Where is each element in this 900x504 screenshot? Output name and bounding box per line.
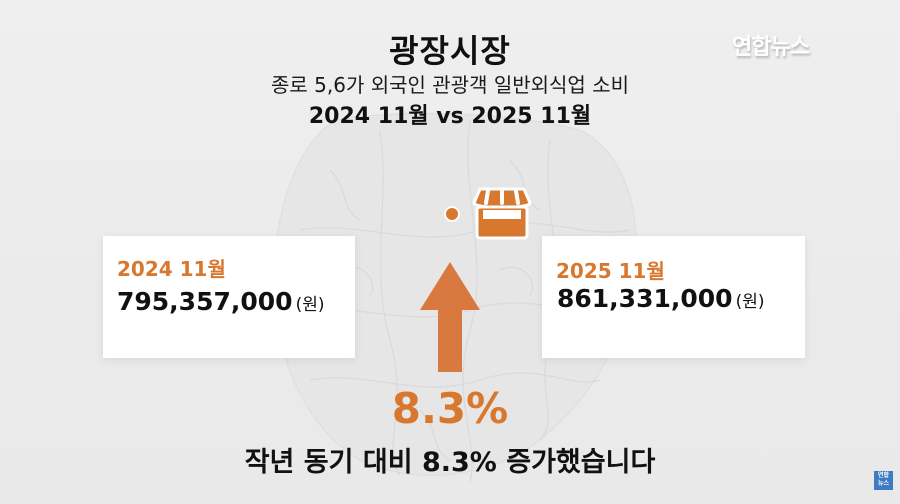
card-2025-amount: 861,331,000 [557,284,733,313]
badge-line-2: 뉴스 [877,480,890,487]
percent-change: 8.3% [391,384,509,433]
page-subtitle: 종로 5,6가 외국인 관광객 일반외식업 소비 [271,73,629,97]
card-2025-label: 2025 11월 [556,259,665,283]
arrow-up-icon [420,262,480,372]
card-2024-amount-row: 795,357,000 (원) [117,287,324,316]
card-2025: 2025 11월 861,331,000 (원) [542,236,805,358]
card-2024-amount: 795,357,000 [117,287,293,316]
card-2025-unit: (원) [735,292,765,312]
card-2025-amount-row: 861,331,000 (원) [557,284,764,313]
badge-line-1: 연합 [877,472,890,479]
change-caption: 작년 동기 대비 8.3% 증가했습니다 [244,447,656,478]
yonhap-corner-badge: 연합 뉴스 [874,471,893,490]
store-icon [444,187,532,240]
card-2024-unit: (원) [295,295,325,315]
page-title: 광장시장 [389,32,511,70]
comparison-period: 2024 11월 vs 2025 11월 [308,104,592,129]
card-2024: 2024 11월 795,357,000 (원) [103,236,355,358]
card-2024-label: 2024 11월 [117,257,226,281]
yonhap-news-logo: 연합뉴스 [732,35,810,60]
